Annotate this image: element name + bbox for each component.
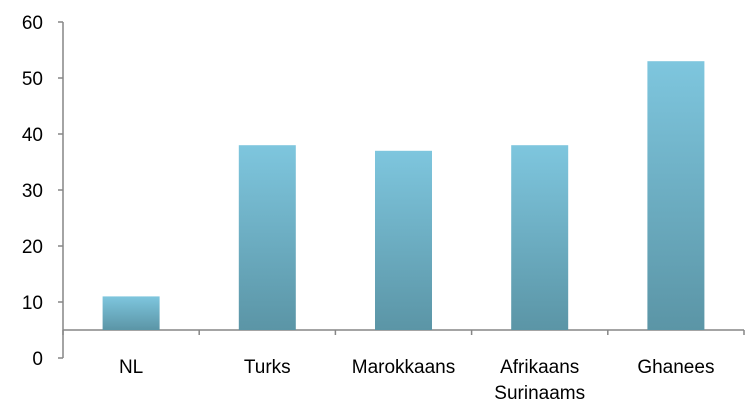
x-tick-label: Turks [244,357,291,378]
x-tick-label: Ghanees [637,357,714,378]
bar-marokkaans [375,150,432,330]
bar-turks [238,145,296,330]
x-tick-label: NL [119,357,143,378]
y-tick-label: 60 [22,13,43,34]
y-tick-label: 0 [32,349,43,370]
x-tick-labels: NL Turks Marokkaans Afrikaans Surinaams Ghane… [119,357,715,404]
bar-ghanees [647,61,705,330]
y-tick-label: 40 [22,125,43,146]
y-tick-labels: 0 10 20 30 40 50 60 [22,13,43,370]
bar-afrikaans-surinaams [511,145,569,330]
x-tick-label: Afrikaans Surinaams [494,357,585,404]
bars [102,61,705,330]
bar-nl [102,296,160,330]
y-tick-label: 10 [22,293,43,314]
y-tick-label: 20 [22,237,43,258]
y-tick-label: 30 [22,181,43,202]
x-tick-label: Marokkaans [352,357,456,378]
y-tick-label: 50 [22,69,43,90]
